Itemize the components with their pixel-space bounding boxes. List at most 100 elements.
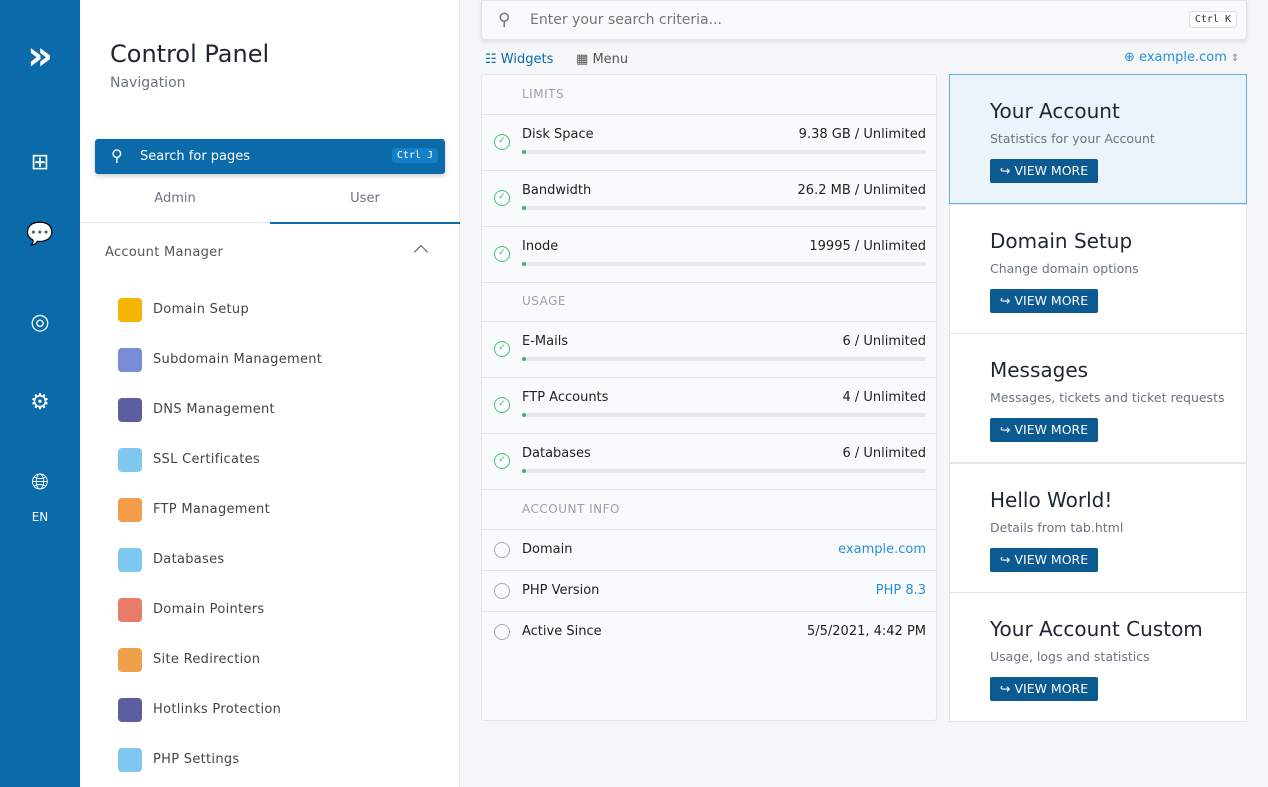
- info-row: Active Since 5/5/2021, 4:42 PM: [482, 612, 936, 653]
- redo-icon: ↪: [1000, 551, 1011, 567]
- redo-icon: ↪: [1000, 681, 1011, 696]
- nav-item[interactable]: FTP Management: [116, 495, 436, 525]
- card-description: Usage, logs and statistics: [990, 649, 1150, 664]
- redo-icon: ↪: [1000, 422, 1011, 437]
- limit-label: Databases: [522, 446, 591, 461]
- nav-item-label: Domain Setup: [153, 302, 250, 317]
- settings-icon[interactable]: ⚙: [30, 390, 50, 415]
- nav-item[interactable]: Hotlinks Protection: [116, 695, 436, 725]
- nav-item-label: Databases: [153, 552, 225, 567]
- logo-icon[interactable]: »: [27, 33, 53, 79]
- section-header: LIMITS: [482, 75, 936, 115]
- tab-admin[interactable]: Admin: [154, 191, 196, 206]
- limit-label: E-Mails: [522, 334, 569, 349]
- view-more-button[interactable]: ↪ VIEW MORE: [990, 547, 1099, 572]
- button-label: VIEW MORE: [1014, 422, 1089, 437]
- view-more-button[interactable]: ↪ VIEW MORE: [990, 418, 1099, 442]
- info-label: Active Since: [522, 624, 602, 639]
- view-menu-button[interactable]: ▦ Menu: [576, 52, 628, 67]
- info-value[interactable]: PHP 8.3: [875, 583, 926, 598]
- page-title: Control Panel: [110, 40, 270, 68]
- usage-bar: [522, 150, 926, 154]
- navigation-panel: Control Panel Navigation ⚲ Search for pa…: [80, 0, 460, 787]
- search-icon: ⚲: [498, 10, 511, 30]
- limit-value: 26.2 MB / Unlimited: [797, 183, 926, 198]
- cpu-icon: [494, 583, 510, 599]
- usage-bar: [522, 469, 926, 473]
- limit-label: Bandwidth: [522, 183, 592, 198]
- icon-rail: » ⊞ 💬 ◎ ⚙ 🌐︎ EN: [0, 0, 80, 787]
- view-more-button[interactable]: ↪ VIEW MORE: [990, 288, 1099, 313]
- list-icon: ☷: [485, 52, 497, 67]
- widget-card: Domain Setup Change domain options ↪ VIEW …: [949, 203, 1247, 334]
- domain-selector[interactable]: ⊕ example.com ⇕: [1124, 50, 1239, 65]
- language-label[interactable]: EN: [31, 510, 49, 524]
- nav-item[interactable]: Site Redirection: [116, 645, 436, 675]
- check-circle-icon: ✓: [494, 341, 510, 357]
- nav-item[interactable]: PHP Settings: [116, 745, 436, 775]
- nav-item[interactable]: DNS Management: [116, 395, 436, 425]
- card-description: Statistics for your Account: [990, 131, 1155, 146]
- global-search-input[interactable]: [530, 9, 1130, 31]
- button-label: VIEW MORE: [1014, 551, 1089, 567]
- page-search-label: Search for pages: [140, 149, 251, 164]
- nav-item[interactable]: Databases: [116, 545, 436, 575]
- nav-item[interactable]: SSL Certificates: [116, 445, 436, 475]
- info-row: Domain example.com: [482, 530, 936, 571]
- nav-item-label: PHP Settings: [153, 752, 240, 767]
- chevron-up-icon[interactable]: [413, 244, 429, 260]
- limit-row: ✓ FTP Accounts 4 / Unlimited: [482, 378, 936, 434]
- nav-item-icon: [118, 548, 142, 572]
- view-widgets-button[interactable]: ☷ Widgets: [485, 52, 553, 67]
- usage-bar: [522, 206, 926, 210]
- clock-icon: [494, 624, 510, 640]
- globe-icon: [494, 542, 510, 558]
- card-title: Hello World!: [990, 487, 1113, 512]
- info-value[interactable]: example.com: [838, 542, 926, 557]
- card-description: Change domain options: [990, 260, 1139, 276]
- widget-card: Hello World! Details from tab.html ↪ VIEW …: [949, 462, 1247, 593]
- search-icon: ⚲: [111, 146, 123, 165]
- globe-icon[interactable]: 🌐︎: [31, 470, 49, 495]
- redo-icon: ↪: [1000, 292, 1011, 308]
- check-circle-icon: ✓: [494, 397, 510, 413]
- card-title: Domain Setup: [990, 228, 1133, 253]
- grid-icon: ▦: [576, 52, 589, 67]
- nav-item-label: DNS Management: [153, 402, 275, 417]
- nav-item[interactable]: Domain Pointers: [116, 595, 436, 625]
- limit-row: ✓ E-Mails 6 / Unlimited: [482, 322, 936, 378]
- section-header: ACCOUNT INFO: [482, 490, 936, 530]
- widget-card: Your Account Statistics for your Account ↪…: [949, 74, 1247, 204]
- view-more-button[interactable]: ↪ VIEW MORE: [990, 677, 1099, 701]
- card-description: Messages, tickets and ticket requests: [990, 390, 1225, 405]
- nav-item-icon: [118, 698, 142, 722]
- global-search[interactable]: ⚲ Ctrl K: [481, 0, 1247, 40]
- info-label: Domain: [522, 542, 573, 557]
- page-search-button[interactable]: ⚲ Search for pages Ctrl J: [95, 139, 445, 174]
- stats-card: LIMITS ✓ Disk Space 9.38 GB / Unlimited ✓ Ban…: [481, 74, 937, 721]
- nav-item-label: SSL Certificates: [153, 452, 260, 467]
- nav-item[interactable]: Domain Setup: [116, 295, 436, 325]
- nav-tabs: Admin User: [80, 185, 460, 224]
- tab-user[interactable]: User: [270, 185, 460, 224]
- info-label: PHP Version: [522, 583, 600, 598]
- nav-item-icon: [118, 448, 142, 472]
- user-icon[interactable]: ◎: [30, 310, 50, 335]
- limit-label: Inode: [522, 239, 559, 254]
- limit-label: FTP Accounts: [522, 390, 609, 405]
- shortcut-badge: Ctrl J: [391, 148, 438, 163]
- nav-item[interactable]: Subdomain Management: [116, 345, 436, 375]
- limit-row: ✓ Disk Space 9.38 GB / Unlimited: [482, 115, 936, 171]
- messages-icon[interactable]: 💬: [26, 222, 54, 247]
- view-more-button[interactable]: ↪ VIEW MORE: [990, 159, 1099, 183]
- card-title: Your Account Custom: [990, 617, 1203, 641]
- limit-row: ✓ Inode 19995 / Unlimited: [482, 227, 936, 283]
- dashboard-icon[interactable]: ⊞: [30, 150, 50, 175]
- globe-icon: ⊕: [1124, 50, 1135, 65]
- account-manager-group[interactable]: Account Manager: [105, 245, 224, 260]
- limit-value: 6 / Unlimited: [842, 334, 926, 349]
- limit-value: 19995 / Unlimited: [809, 239, 926, 254]
- section-header: USAGE: [482, 282, 936, 322]
- nav-item-label: Hotlinks Protection: [153, 702, 282, 717]
- limit-value: 6 / Unlimited: [842, 446, 926, 461]
